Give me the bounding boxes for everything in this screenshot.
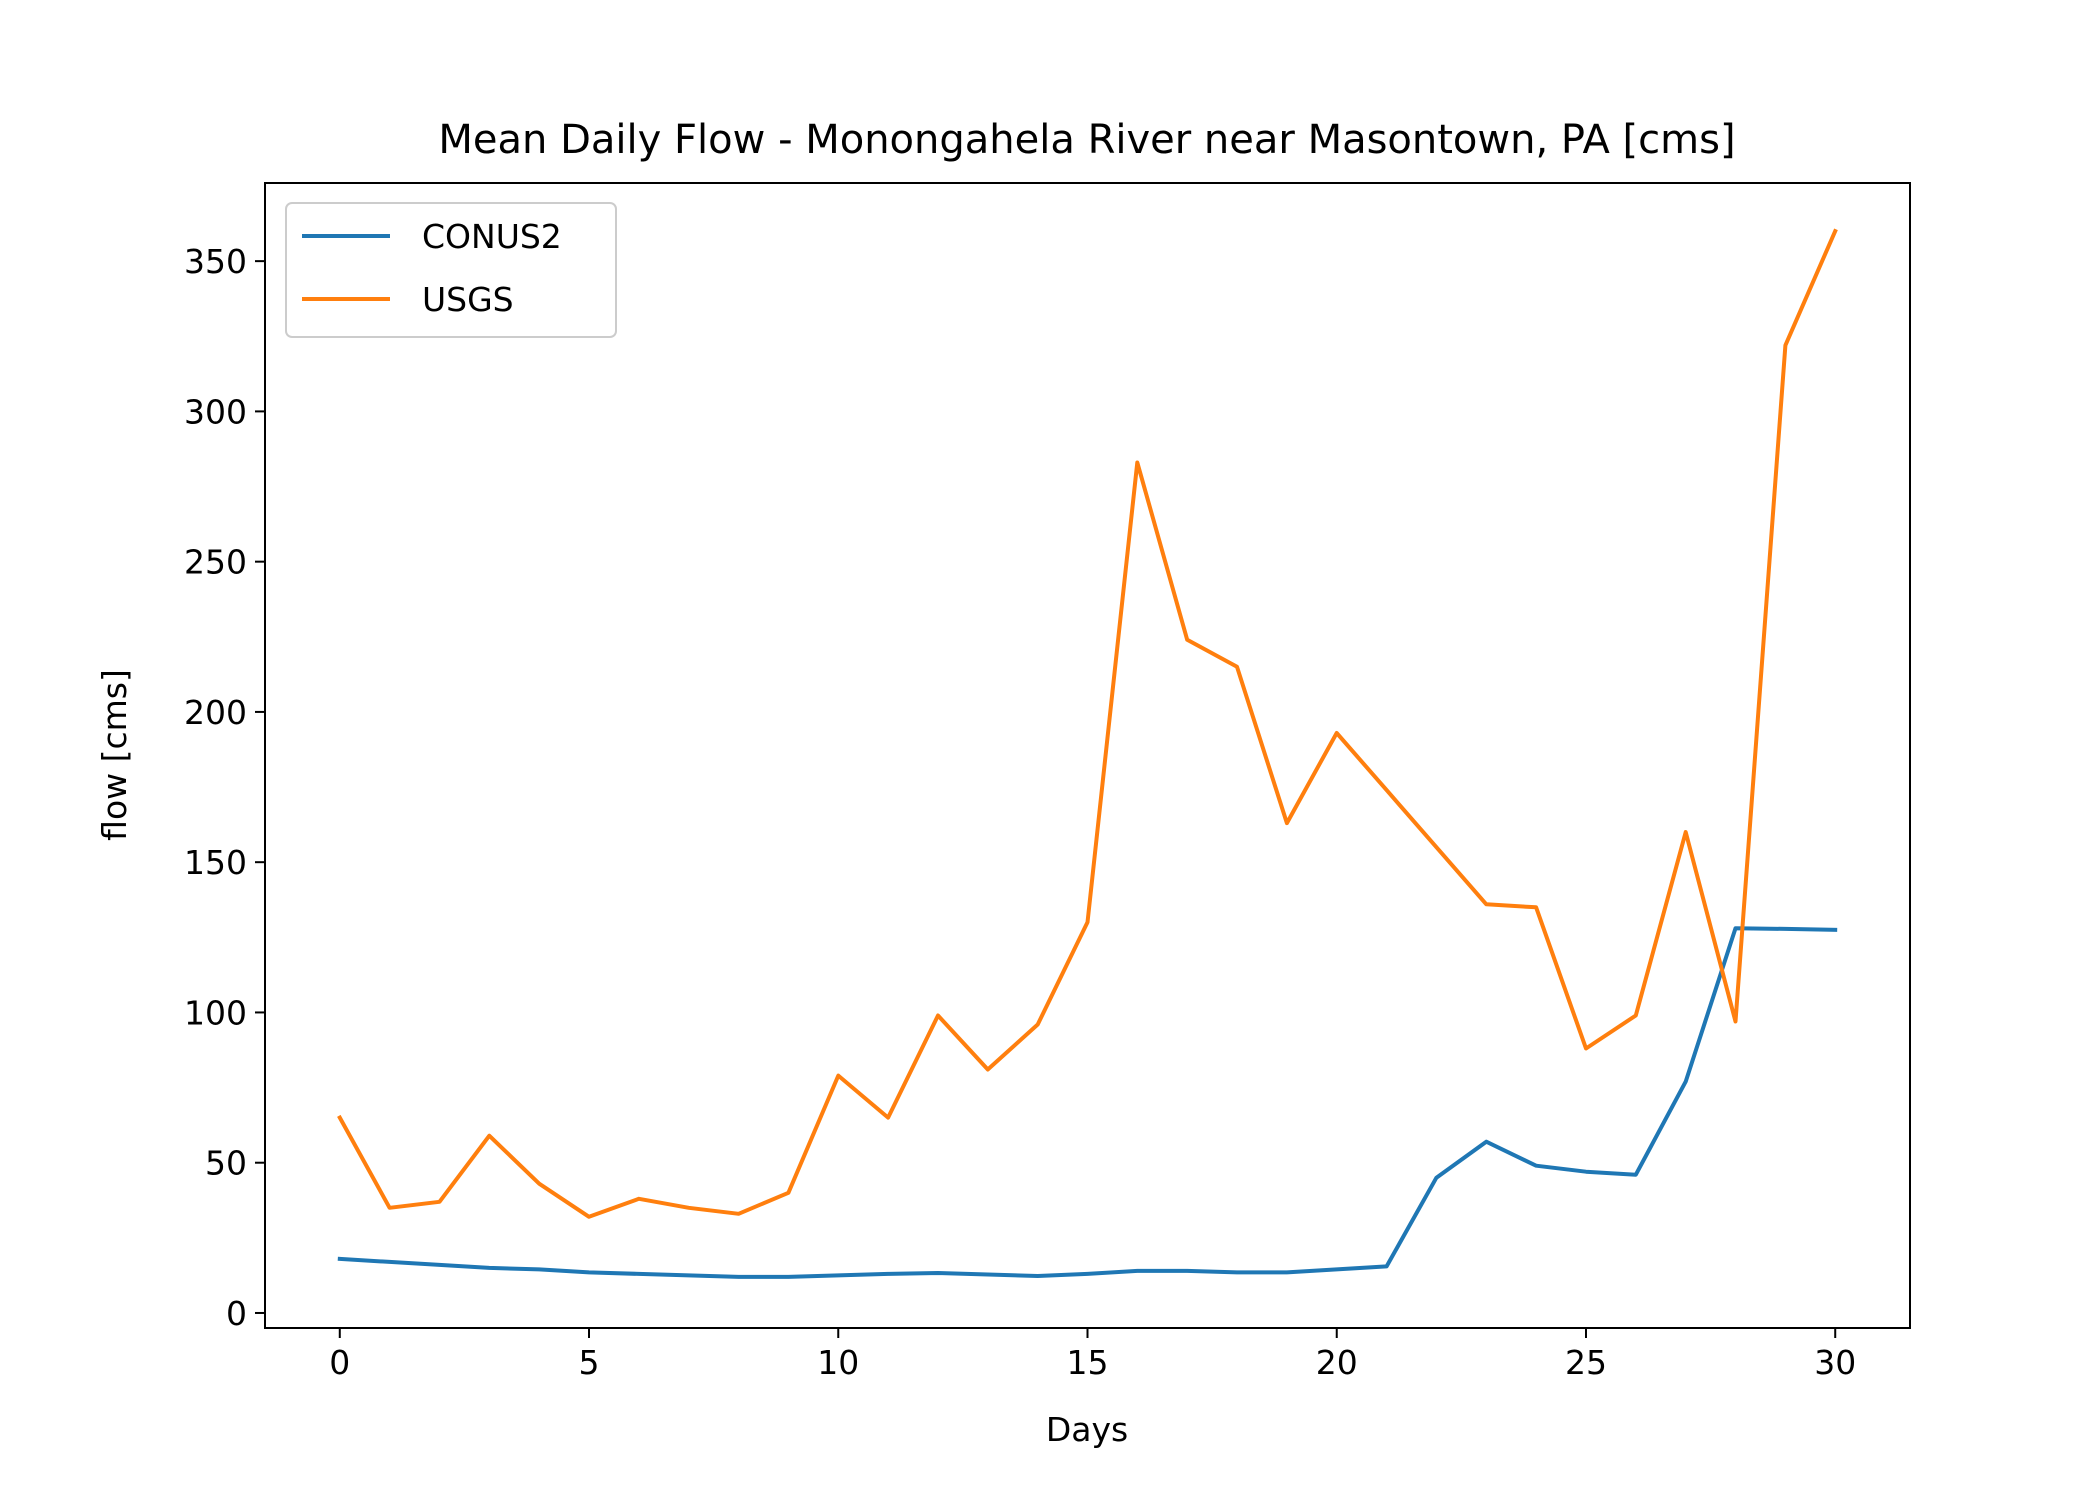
y-tick-label: 150 (184, 843, 247, 882)
x-tick-label: 0 (329, 1343, 350, 1382)
y-axis-label: flow [cms] (95, 669, 134, 841)
x-tick-label: 10 (817, 1343, 859, 1382)
series-line-conus2 (337, 926, 1838, 1279)
y-tick-label: 350 (184, 242, 247, 281)
legend-label-usgs: USGS (422, 280, 514, 319)
y-tick-label: 100 (184, 993, 247, 1032)
x-tick-label: 30 (1814, 1343, 1856, 1382)
y-tick-label: 50 (205, 1144, 247, 1183)
x-tick-label: 20 (1316, 1343, 1358, 1382)
y-tick-label: 300 (184, 392, 247, 431)
series-layer (337, 228, 1838, 1279)
legend-label-conus2: CONUS2 (422, 217, 562, 256)
series-line-usgs (337, 228, 1838, 1219)
y-tick-label: 200 (184, 693, 247, 732)
x-axis-label: Days (1046, 1410, 1128, 1449)
y-tick-label: 0 (226, 1294, 247, 1333)
x-tick-label: 5 (579, 1343, 600, 1382)
x-axis: 0 5 10 15 20 25 30 (329, 1328, 1856, 1382)
x-tick-label: 25 (1565, 1343, 1607, 1382)
chart-title: Mean Daily Flow - Monongahela River near… (438, 117, 1735, 163)
x-tick-label: 15 (1067, 1343, 1109, 1382)
legend: CONUS2 USGS (285, 202, 617, 338)
y-axis: 0 50 100 150 200 250 300 350 (184, 242, 265, 1333)
y-tick-label: 250 (184, 543, 247, 582)
